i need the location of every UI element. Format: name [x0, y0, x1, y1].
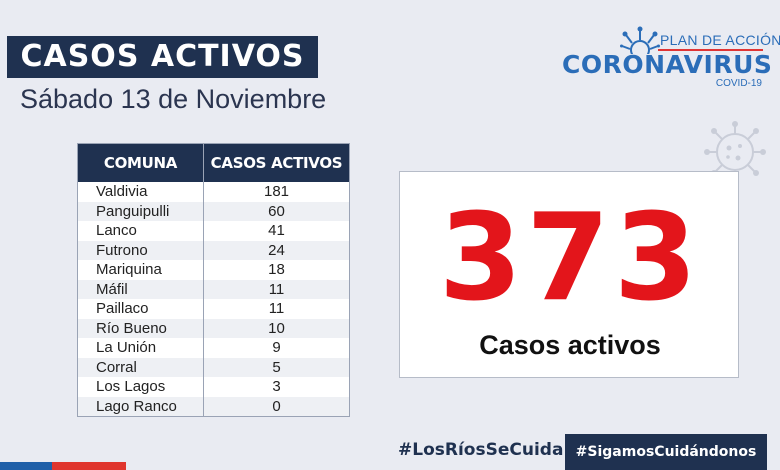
date-subtitle: Sábado 13 de Noviembre	[20, 84, 327, 114]
total-card: 373 Casos activos	[399, 171, 739, 378]
table-row: Valdivia 181	[77, 182, 350, 202]
table-row: La Unión 9	[77, 338, 350, 358]
table-row: Paillaco 11	[77, 299, 350, 319]
casos-cell: 24	[203, 240, 350, 260]
table-row: Máfil 11	[77, 279, 350, 299]
casos-cell: 0	[203, 396, 350, 417]
header-casos: CASOS ACTIVOS	[203, 143, 350, 182]
casos-cell: 60	[203, 201, 350, 221]
logo-subtext: COVID-19	[715, 78, 762, 89]
comuna-cell: La Unión	[96, 339, 157, 357]
table-row: Río Bueno 10	[77, 318, 350, 338]
comuna-cell: Lanco	[96, 222, 137, 240]
table-row: Mariquina 18	[77, 260, 350, 280]
hashtag-sigamos: #SigamosCuidándonos	[565, 434, 767, 470]
comuna-cell: Corral	[96, 358, 137, 376]
flag-bar	[0, 462, 126, 470]
logo-plan-text: PLAN DE ACCIÓN	[660, 32, 780, 48]
comuna-cell: Panguipulli	[96, 202, 170, 220]
casos-cell: 11	[203, 299, 350, 319]
table-row: Los Lagos 3	[77, 377, 350, 397]
flag-bar-blue	[0, 462, 52, 470]
casos-cell: 41	[203, 221, 350, 241]
comuna-cell: Futrono	[96, 241, 148, 259]
page-title: CASOS ACTIVOS	[7, 36, 318, 78]
comuna-cell: Valdivia	[96, 183, 148, 201]
comuna-cell: Los Lagos	[96, 378, 166, 396]
comuna-cell: Paillaco	[96, 300, 149, 318]
table-row: Corral 5	[77, 357, 350, 377]
comuna-cell: Lago Ranco	[96, 397, 177, 415]
table-row: Futrono 24	[77, 240, 350, 260]
comuna-cell: Río Bueno	[96, 319, 167, 337]
coronavirus-logo-icon	[620, 26, 660, 54]
logo-divider	[658, 49, 763, 51]
casos-cell: 3	[203, 377, 350, 397]
table-row: Lanco 41	[77, 221, 350, 241]
casos-cell: 9	[203, 338, 350, 358]
casos-cell: 11	[203, 279, 350, 299]
logo-name: CORONAVIRUS	[562, 50, 773, 79]
table-header-row: COMUNA CASOS ACTIVOS	[77, 143, 350, 182]
comuna-cell: Mariquina	[96, 261, 162, 279]
coronavirus-logo: PLAN DE ACCIÓN CORONAVIRUS COVID-19	[560, 22, 780, 92]
comuna-cell: Máfil	[96, 280, 128, 298]
flag-bar-red	[52, 462, 126, 470]
total-value: 373	[438, 189, 702, 328]
casos-cell: 10	[203, 318, 350, 338]
header-comuna: COMUNA	[77, 143, 204, 182]
casos-table: COMUNA CASOS ACTIVOS Valdivia 181 Panguip…	[77, 143, 350, 417]
hashtag-los-rios: #LosRíosSeCuida	[398, 440, 564, 460]
table-row: Panguipulli 60	[77, 201, 350, 221]
table-row: Lago Ranco 0	[77, 396, 350, 417]
total-label: Casos activos	[479, 330, 661, 360]
casos-cell: 5	[203, 357, 350, 377]
casos-cell: 18	[203, 260, 350, 280]
casos-cell: 181	[203, 182, 350, 202]
